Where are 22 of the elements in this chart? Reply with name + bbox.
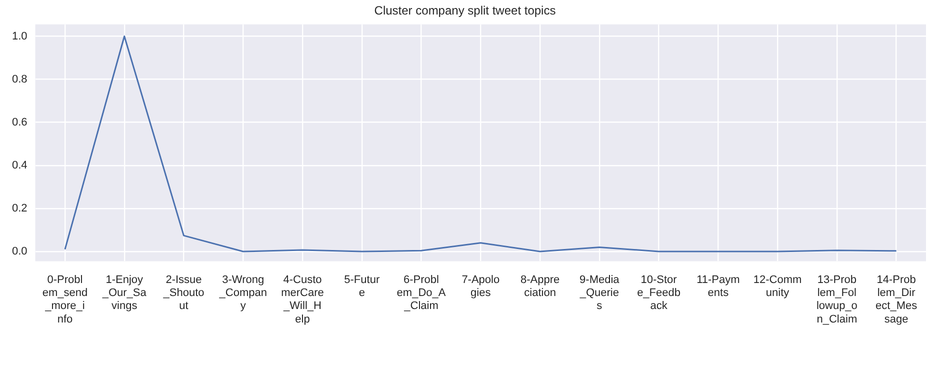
x-tick-label: 10-Store_Feedback	[637, 274, 681, 312]
x-tick-label: 4-CustomerCare_Will_Help	[281, 274, 324, 326]
x-tick-label: 3-Wrong_Company	[218, 274, 267, 312]
y-tick-label: 0.0	[12, 246, 28, 258]
x-tick-label: 6-Problem_Do_A_Claim	[396, 274, 446, 312]
y-tick-label: 0.6	[12, 116, 28, 128]
x-tick-label: 2-Issue_Shoutout	[162, 274, 204, 312]
x-tick-label: 0-Problem_send_more_info	[42, 274, 88, 326]
y-tick-label: 0.8	[12, 73, 28, 86]
x-tick-label: 1-Enjoy_Our_Savings	[101, 274, 148, 312]
x-tick-label: 5-Future	[344, 274, 380, 300]
y-tick-label: 0.4	[12, 159, 28, 172]
y-tick-label: 1.0	[12, 30, 28, 42]
x-tick-label: 9-Media_Queries	[578, 274, 620, 312]
x-tick-label: 12-Community	[753, 274, 802, 300]
x-tick-label: 7-Apologies	[462, 274, 500, 300]
x-tick-label: 13-Problem_Followup_on_Claim	[816, 274, 858, 326]
x-tick-label: 11-Payments	[696, 274, 740, 300]
y-tick-label: 0.2	[12, 202, 28, 214]
x-tick-label: 8-Appreciation	[520, 274, 560, 300]
x-tick-label: 14-Problem_Direct_Message	[876, 274, 918, 326]
chart-title: Cluster company split tweet topics	[374, 4, 556, 18]
